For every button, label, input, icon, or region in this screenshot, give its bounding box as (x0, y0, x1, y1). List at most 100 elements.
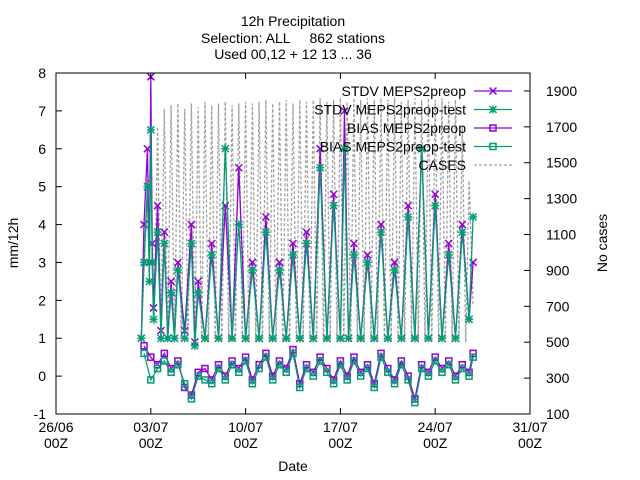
series-3-point-2-box (153, 364, 162, 373)
series-3-point-35-box (377, 353, 385, 361)
series-1-point-45 (376, 228, 386, 237)
y-tick-label-5: 4 (38, 217, 46, 233)
series-3-point-35 (377, 353, 385, 361)
series-3-point-5-box (174, 360, 182, 369)
series-0-point-41 (349, 239, 358, 248)
series-0-point-41-b (349, 239, 358, 248)
series-0-point-13 (173, 258, 182, 267)
series-1-point-43 (363, 258, 372, 267)
series-3-point-21-box (282, 368, 290, 377)
series-0-point-33-b (302, 228, 311, 237)
series-1-point-56 (451, 334, 460, 343)
series-1-point-55 (444, 250, 453, 259)
series-3-point-10 (207, 379, 216, 388)
series-3-point-23-box (296, 383, 304, 392)
series-2-point-9 (201, 364, 209, 373)
series-3-point-46-box (451, 376, 460, 384)
series-0-point-57-b (458, 220, 467, 229)
series-0-point-7-b (153, 201, 162, 210)
series-1-point-5 (148, 258, 157, 267)
series-1-point-38 (336, 334, 345, 343)
series-3-point-17-box (255, 364, 263, 373)
series-0-point-2-b (143, 144, 152, 153)
series-3-point-28 (329, 379, 338, 388)
series-2-point-1 (147, 353, 155, 361)
series-1-point-39 (340, 144, 349, 153)
legend-marker-0 (488, 86, 498, 96)
x-axis-label: Date (278, 458, 308, 474)
series-3-point-19-box (268, 376, 277, 384)
series-3-point-31 (350, 357, 358, 365)
legend-label-0: STDV MEPS2preop (342, 83, 467, 99)
series-0-point-39-b (340, 106, 349, 115)
series-3-point-36 (384, 368, 392, 377)
series-3-point-1 (147, 376, 155, 384)
series-1-line (140, 129, 474, 346)
series-1-point-49 (404, 212, 413, 222)
series-0-point-39 (340, 106, 349, 115)
y2-tick-label-2: 500 (546, 334, 570, 350)
series-1-point-58 (465, 315, 474, 324)
series-0-point-15 (187, 220, 196, 229)
series-0-point-7 (153, 201, 162, 210)
series-3-point-4-box (167, 368, 175, 377)
series-3-point-49-box (469, 353, 477, 361)
series-3-point-23 (296, 383, 304, 392)
series-1-point-12 (170, 334, 179, 343)
series-3-point-42-box (424, 372, 433, 380)
series-0-point-45 (376, 220, 386, 229)
series-0-point-29 (275, 258, 284, 267)
series-3-point-14-box (235, 368, 243, 377)
series-3-point-43-box (431, 357, 439, 365)
series-1-point-33 (302, 239, 311, 248)
series-4 (140, 98, 474, 343)
series-1-point-26 (255, 334, 264, 343)
x-tick-sublabel-5: 00Z (518, 435, 543, 451)
series-1-point-10 (163, 334, 172, 343)
series-3-point-20-box (275, 360, 284, 369)
series-1-point-2 (143, 182, 152, 191)
series-0-point-23-b (234, 163, 243, 172)
series-0-point-45-b (376, 220, 386, 229)
series-1-point-21 (221, 144, 230, 153)
series-1-point-22 (228, 334, 237, 343)
series-1-point-27 (261, 228, 270, 237)
series-0-point-43-b (363, 250, 372, 259)
y-tick-label-1: 0 (38, 368, 46, 384)
series-1-point-28 (268, 334, 277, 343)
series-3-point-48-box (465, 372, 473, 380)
series-1-point-18 (200, 334, 210, 343)
series-3-point-36-box (384, 368, 392, 377)
series-3-point-5 (174, 360, 182, 369)
series-0-point-33 (302, 228, 311, 237)
series-3-point-8-box (194, 372, 202, 380)
y-tick-label-3: 2 (38, 292, 46, 308)
series-3-point-24 (302, 364, 311, 373)
series-3-point-10-box (207, 379, 216, 388)
series-1-point-40 (344, 334, 353, 343)
series-3-point-28-box (329, 379, 338, 388)
series-3-point-48 (465, 372, 473, 380)
series-3-point-44-box (438, 368, 446, 377)
series-2-point-0-box (140, 342, 148, 350)
series-0-point-27-b (261, 212, 270, 222)
series-0-point-31-b (288, 239, 298, 248)
series-0-point-31 (288, 239, 298, 248)
legend-label-1: STDV MEPS2preop-test (314, 102, 466, 118)
y-tick-label-8: 7 (38, 103, 46, 119)
series-1-point-7 (153, 228, 162, 237)
series-1-point-14 (180, 334, 189, 343)
series-0-point-35 (316, 144, 325, 153)
series-0-point-53-b (431, 190, 440, 199)
series-3-point-24-box (302, 364, 311, 373)
series-3-point-34 (370, 383, 379, 392)
series-3-point-32-box (356, 372, 365, 380)
series-2-point-8 (194, 368, 202, 377)
series-0-point-49-b (404, 201, 413, 210)
series-3-point-34-box (370, 383, 379, 392)
series-3-point-4 (167, 368, 175, 377)
y-tick-label-9: 8 (38, 65, 46, 81)
series-1-point-57 (458, 228, 467, 237)
x-tick-label-5: 31/07 (512, 419, 547, 435)
series-3-point-9 (201, 376, 209, 384)
